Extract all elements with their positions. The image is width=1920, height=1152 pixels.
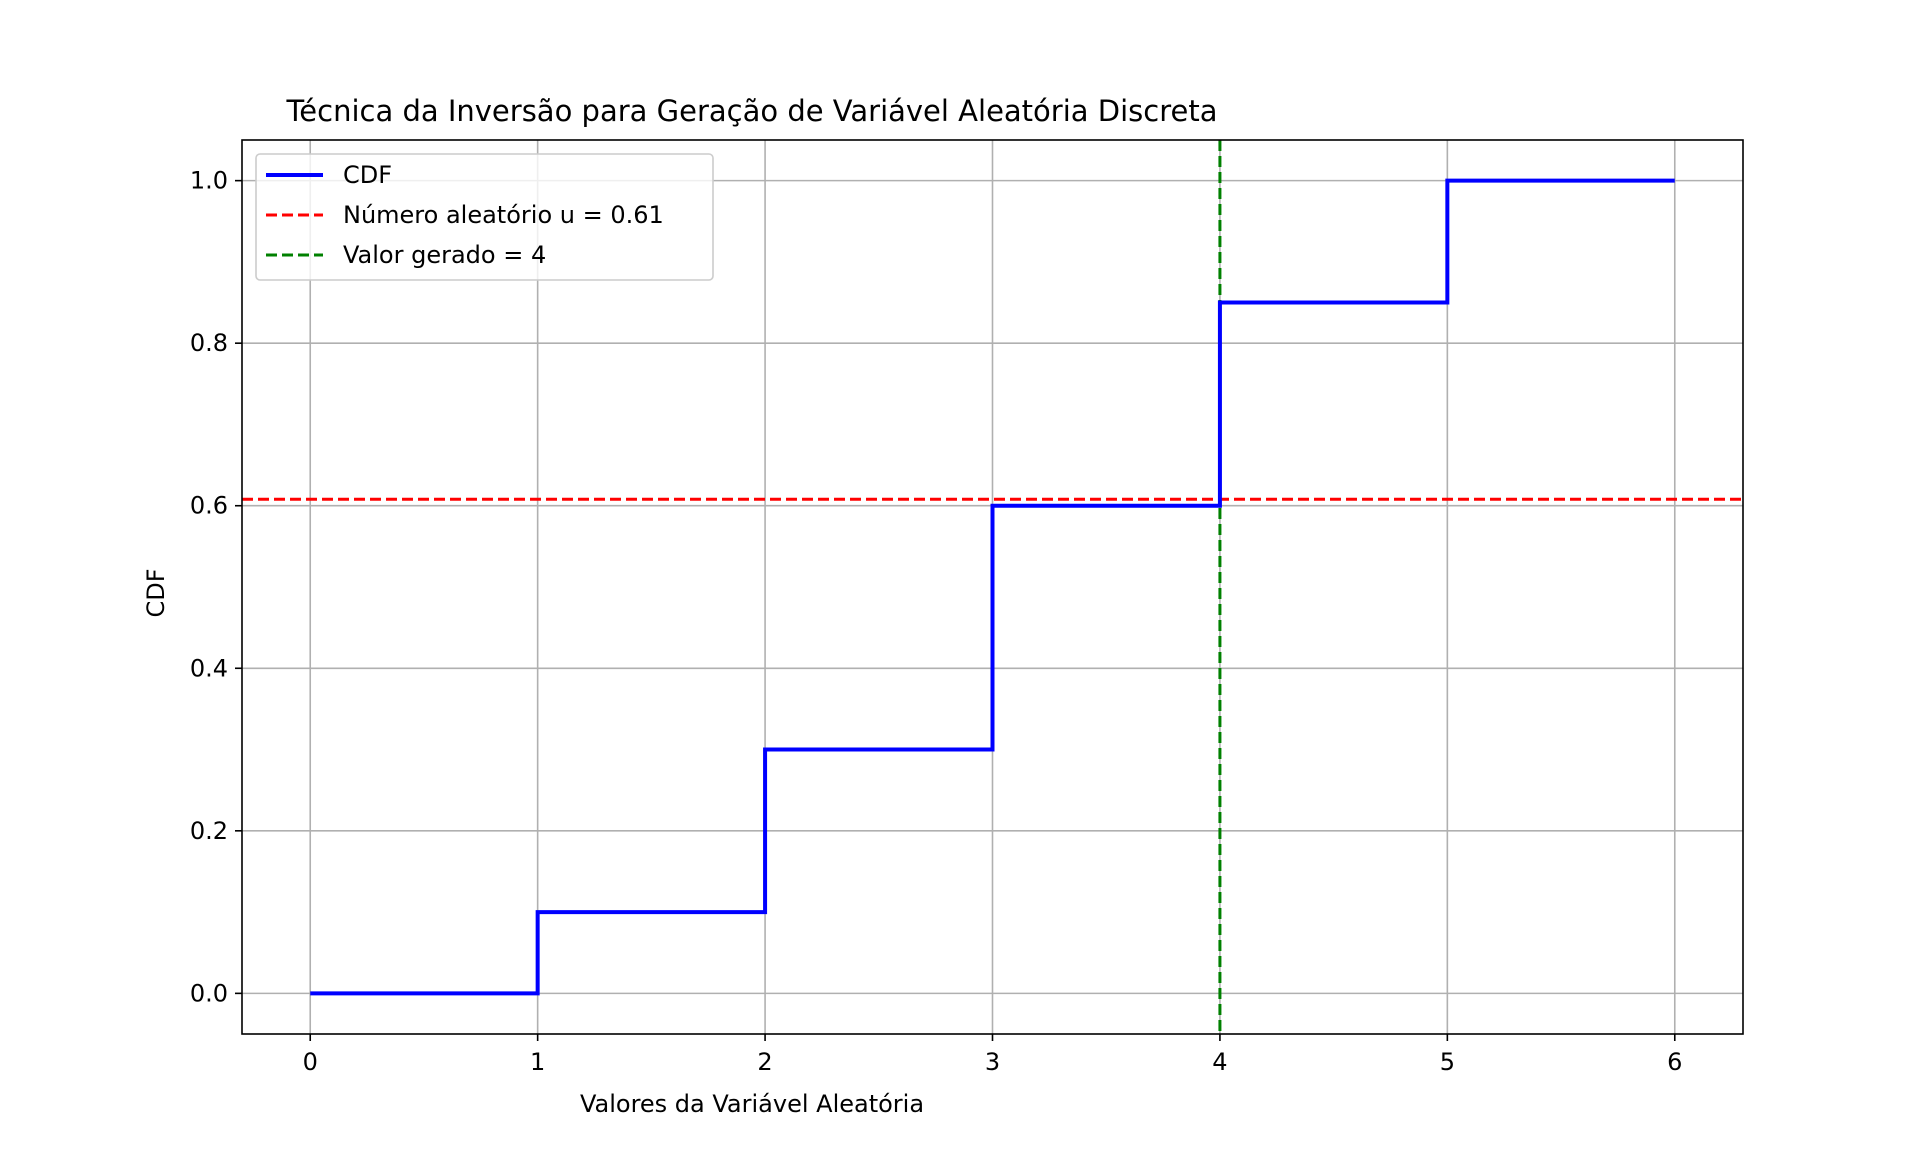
x-tick-label-3: 3 <box>985 1048 1000 1076</box>
series-line-0 <box>310 178 1675 996</box>
legend-box <box>255 153 714 281</box>
y-tick-label-2: 0.4 <box>190 654 228 682</box>
legend-label-0: CDF <box>343 161 392 189</box>
x-tick-label-2: 2 <box>757 1048 772 1076</box>
legend-label-2: Valor gerado = 4 <box>343 241 546 269</box>
x-tick-label-5: 5 <box>1440 1048 1455 1076</box>
series-lines <box>310 178 1675 996</box>
y-tick-label-3: 0.6 <box>190 492 228 520</box>
legend: CDF Número aleatório u = 0.61 Valor gerado… <box>255 153 714 281</box>
y-axis-label: CDF <box>142 568 170 617</box>
x-tick-label-0: 0 <box>303 1048 318 1076</box>
x-tick-label-1: 1 <box>530 1048 545 1076</box>
x-tick-label-6: 6 <box>1667 1048 1682 1076</box>
chart-title: Técnica da Inversão para Geração de Vari… <box>286 94 1218 128</box>
y-axis-ticks: 0.0 0.2 0.4 0.6 0.8 1.0 <box>190 167 242 1007</box>
y-tick-label-1: 0.2 <box>190 817 228 845</box>
reference-lines <box>242 140 1743 1034</box>
x-axis-label: Valores da Variável Aleatória <box>580 1090 924 1118</box>
y-tick-label-4: 0.8 <box>190 329 228 357</box>
legend-label-1: Número aleatório u = 0.61 <box>343 201 664 229</box>
x-axis-ticks: 0 1 2 3 4 5 6 <box>303 1034 1682 1076</box>
y-tick-label-5: 1.0 <box>190 167 228 195</box>
y-tick-label-0: 0.0 <box>190 979 228 1007</box>
x-tick-label-4: 4 <box>1212 1048 1227 1076</box>
